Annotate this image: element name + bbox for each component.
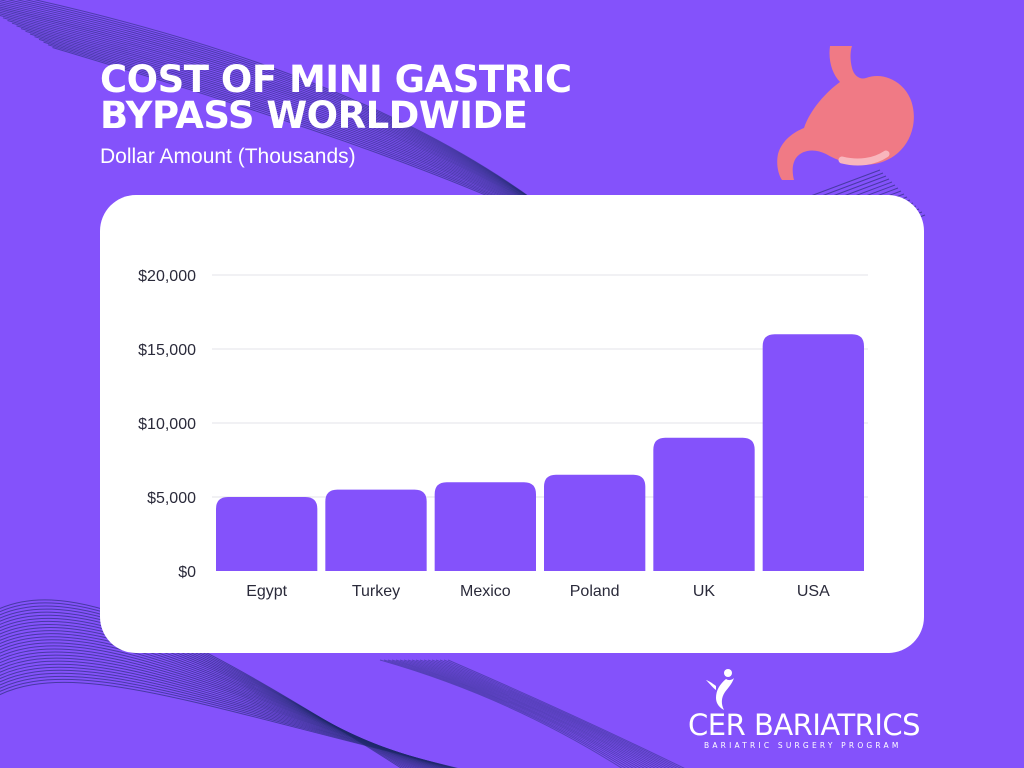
decor-line <box>0 672 455 768</box>
y-tick-label: $15,000 <box>138 342 196 359</box>
stomach-icon <box>777 46 914 180</box>
decor-line <box>415 659 656 768</box>
x-tick-label: Egypt <box>246 583 287 600</box>
page-subtitle: Dollar Amount (Thousands) <box>100 145 356 168</box>
decor-line <box>0 681 458 768</box>
x-tick-label: USA <box>797 583 830 600</box>
bar-poland <box>544 474 646 571</box>
decor-line <box>443 659 682 768</box>
bar-turkey <box>325 489 427 571</box>
decor-line <box>419 659 660 768</box>
decor-line <box>399 659 642 768</box>
decor-line <box>387 659 630 768</box>
decor-line <box>383 659 627 768</box>
title-line-1: COST OF MINI GASTRIC <box>100 58 572 101</box>
decor-line <box>0 636 432 768</box>
x-tick-label: UK <box>693 583 716 600</box>
x-tick-label: Mexico <box>460 583 511 600</box>
brand-logo: CER BARIATRICS BARIATRIC SURGERY PROGRAM <box>682 668 922 758</box>
chart-card: $0 $5,000 $10,000 $15,000 $20,000 Egypt Turkey… <box>100 195 924 653</box>
stomach-highlight <box>838 150 890 166</box>
decor-line <box>407 659 649 768</box>
decor-line <box>423 659 664 768</box>
decor-line <box>427 659 667 768</box>
y-tick-label: $0 <box>178 564 196 581</box>
logo-tagline: BARIATRIC SURGERY PROGRAM <box>704 741 902 750</box>
decor-line <box>447 659 685 768</box>
y-tick-label: $20,000 <box>138 268 196 285</box>
title-line-2: BYPASS WORLDWIDE <box>100 94 528 137</box>
decor-line <box>395 659 638 768</box>
x-tick-label: Poland <box>570 583 620 600</box>
bar-uk <box>653 437 755 571</box>
decor-line <box>391 659 634 768</box>
person-figure-icon <box>706 669 734 710</box>
decor-line <box>431 659 671 768</box>
bar-mexico <box>434 482 536 571</box>
decor-line <box>411 659 653 768</box>
bar-usa <box>762 334 864 571</box>
decor-line <box>439 659 678 768</box>
decor-line <box>379 659 623 768</box>
x-tick-label: Turkey <box>352 583 400 600</box>
y-tick-label: $10,000 <box>138 416 196 433</box>
bar-egypt <box>216 497 318 571</box>
stomach-shape <box>777 46 914 180</box>
page-title: COST OF MINI GASTRIC BYPASS WORLDWIDE <box>100 58 572 137</box>
bar-chart: $0 $5,000 $10,000 $15,000 $20,000 Egypt Turkey… <box>138 268 868 600</box>
decor-line <box>403 659 645 768</box>
y-tick-label: $5,000 <box>147 490 196 507</box>
logo-name: CER BARIATRICS <box>688 708 921 742</box>
decor-line <box>435 659 674 768</box>
